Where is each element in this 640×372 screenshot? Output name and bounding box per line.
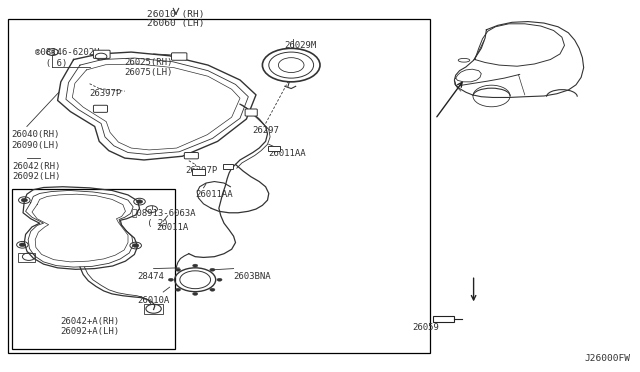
Circle shape [217, 278, 222, 281]
Circle shape [175, 288, 180, 291]
Text: R: R [51, 49, 54, 55]
Text: 26011A: 26011A [157, 223, 189, 232]
Circle shape [132, 244, 139, 247]
Text: 26040(RH)
26090(LH): 26040(RH) 26090(LH) [12, 130, 60, 150]
Circle shape [193, 292, 198, 295]
Text: 26297: 26297 [253, 126, 280, 135]
Circle shape [168, 278, 173, 281]
Text: J26000FW: J26000FW [584, 354, 630, 363]
FancyBboxPatch shape [172, 53, 187, 60]
Bar [8, 19, 430, 353]
Text: 26042(RH)
26092(LH): 26042(RH) 26092(LH) [13, 162, 61, 181]
Text: 26059: 26059 [413, 323, 440, 332]
FancyBboxPatch shape [245, 109, 257, 116]
FancyBboxPatch shape [93, 105, 108, 112]
Text: 26025(RH)
26075(LH): 26025(RH) 26075(LH) [125, 58, 173, 77]
Circle shape [19, 243, 26, 247]
Bar [12, 189, 175, 349]
Text: 26397P: 26397P [90, 89, 122, 98]
Text: ®08146-6202H
  ( 6): ®08146-6202H ( 6) [35, 48, 100, 68]
Bar [268, 146, 280, 151]
Bar [18, 253, 35, 262]
FancyBboxPatch shape [93, 50, 110, 58]
Text: 26011AA: 26011AA [195, 190, 233, 199]
Text: 26010 (RH): 26010 (RH) [147, 10, 205, 19]
Text: 26010A: 26010A [138, 296, 170, 305]
Bar [144, 304, 163, 314]
Text: 26029M: 26029M [285, 41, 317, 50]
Circle shape [21, 198, 28, 202]
Text: 2603BNA: 2603BNA [234, 272, 271, 281]
Circle shape [210, 268, 215, 271]
Bar [192, 169, 205, 174]
Bar [433, 316, 454, 322]
Circle shape [193, 264, 198, 267]
Text: 26042+A(RH)
26092+A(LH): 26042+A(RH) 26092+A(LH) [61, 317, 120, 336]
Text: Ⓝ08913-6063A
   ( 2): Ⓝ08913-6063A ( 2) [131, 208, 196, 228]
Bar [223, 164, 233, 169]
FancyBboxPatch shape [184, 153, 198, 159]
Circle shape [175, 268, 180, 271]
Text: 26011AA: 26011AA [269, 149, 307, 158]
Circle shape [210, 288, 215, 291]
Text: 26397P: 26397P [186, 166, 218, 174]
Text: 26060 (LH): 26060 (LH) [147, 19, 205, 28]
Text: 28474: 28474 [138, 272, 164, 280]
Circle shape [136, 200, 143, 203]
